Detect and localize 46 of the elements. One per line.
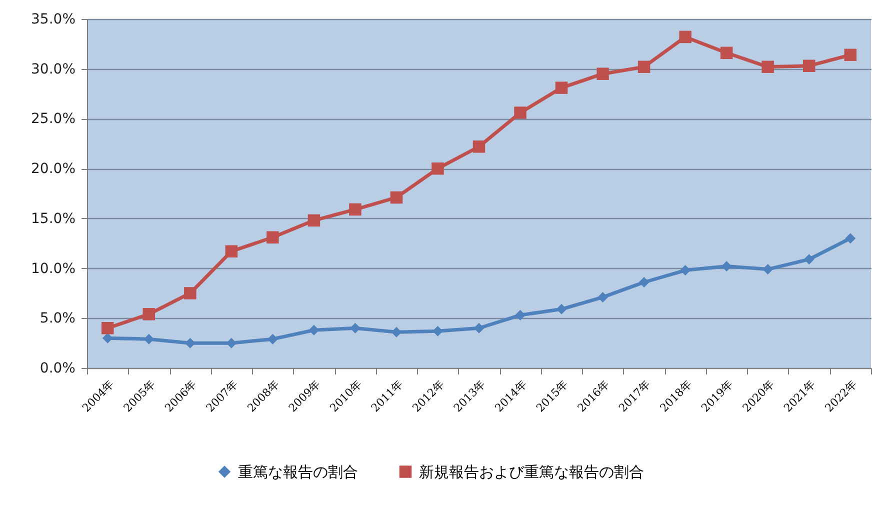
point — [638, 277, 650, 288]
y-tick-label: 35.0% — [31, 12, 76, 28]
point — [680, 265, 691, 276]
point — [144, 334, 154, 344]
point — [844, 48, 856, 62]
point — [349, 203, 362, 216]
point — [432, 162, 444, 175]
point — [225, 245, 238, 258]
point — [555, 82, 568, 94]
point — [266, 231, 279, 244]
legend-label: 新規報告および重篤な報告の割合 — [419, 462, 644, 481]
point — [514, 106, 526, 119]
point — [762, 264, 774, 275]
point — [308, 214, 320, 227]
y-tick-label: 25.0% — [31, 111, 76, 128]
y-tick-label: 20.0% — [31, 161, 76, 178]
point — [762, 60, 774, 73]
point — [390, 191, 403, 204]
y-tick-label: 5.0% — [40, 310, 76, 327]
point — [515, 310, 526, 320]
y-tick-label: 15.0% — [31, 210, 76, 227]
legend-label: 重篤な報告の割合 — [238, 462, 358, 481]
point — [472, 140, 486, 153]
point — [391, 326, 402, 338]
point — [102, 322, 114, 334]
point — [556, 304, 567, 314]
point — [226, 338, 237, 348]
point — [184, 338, 196, 348]
point — [598, 292, 608, 302]
point — [845, 233, 856, 244]
point — [804, 254, 814, 265]
point — [474, 322, 484, 334]
point — [721, 261, 732, 272]
point — [142, 308, 156, 320]
point — [308, 324, 320, 336]
y-tick-label: 30.0% — [31, 61, 76, 78]
y-tick-label: 10.0% — [31, 260, 76, 277]
point — [184, 287, 196, 300]
point — [679, 30, 692, 44]
point — [102, 332, 113, 344]
point — [267, 334, 278, 344]
point — [596, 68, 609, 80]
point — [638, 60, 650, 73]
y-tick-label: 0.0% — [40, 360, 76, 376]
point — [802, 60, 816, 72]
point — [720, 46, 733, 60]
